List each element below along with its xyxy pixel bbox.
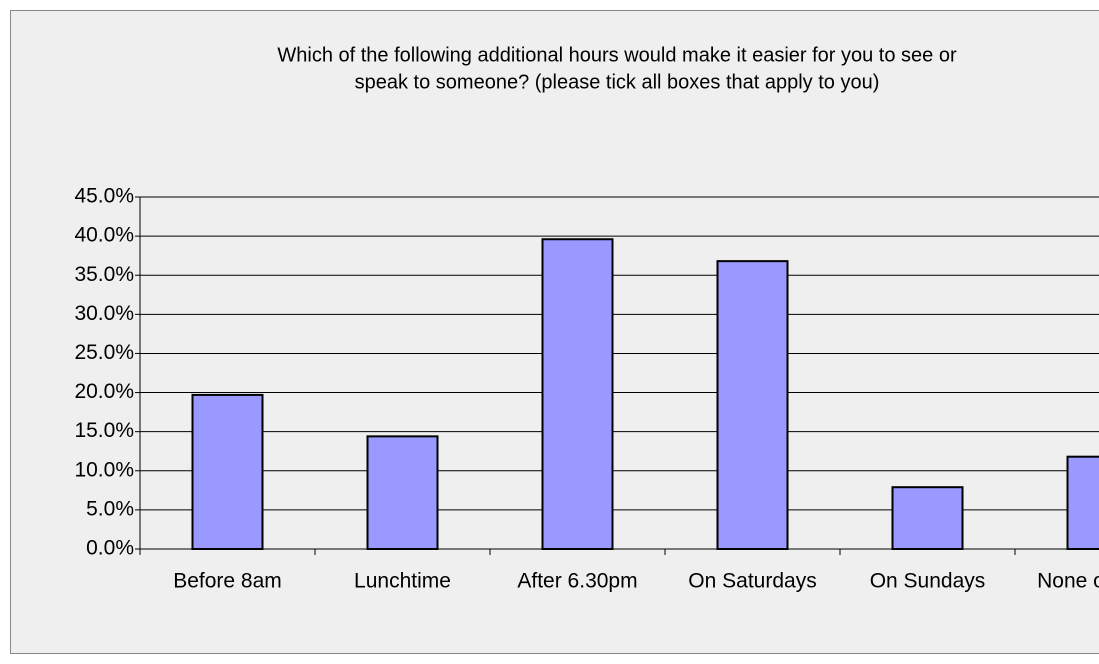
bar (541, 238, 614, 551)
x-tick-label: On Saturdays (688, 570, 816, 593)
bar (891, 486, 964, 550)
y-tick-label: 5.0% (86, 497, 134, 520)
chart-title: speak to someone? (please tick all boxes… (355, 71, 880, 93)
y-tick-label: 35.0% (74, 263, 134, 286)
y-tick-label: 25.0% (74, 341, 134, 364)
bar (366, 435, 439, 550)
bar (191, 393, 264, 550)
x-tick-label: None of these (1037, 570, 1099, 593)
x-tick-label: Before 8am (173, 570, 282, 593)
bar (1066, 455, 1099, 551)
chart-title: Which of the following additional hours … (277, 44, 957, 66)
y-tick-label: 20.0% (74, 380, 134, 403)
bar (716, 260, 789, 550)
y-tick-label: 30.0% (74, 302, 134, 325)
y-tick-label: 10.0% (74, 458, 134, 481)
y-tick-label: 0.0% (86, 537, 134, 560)
x-tick-label: After 6.30pm (517, 570, 637, 593)
y-tick-label: 45.0% (74, 185, 134, 208)
y-tick-label: 40.0% (74, 224, 134, 247)
x-tick-label: Lunchtime (354, 570, 451, 593)
x-tick-label: On Sundays (870, 570, 986, 593)
y-tick-label: 15.0% (74, 419, 134, 442)
